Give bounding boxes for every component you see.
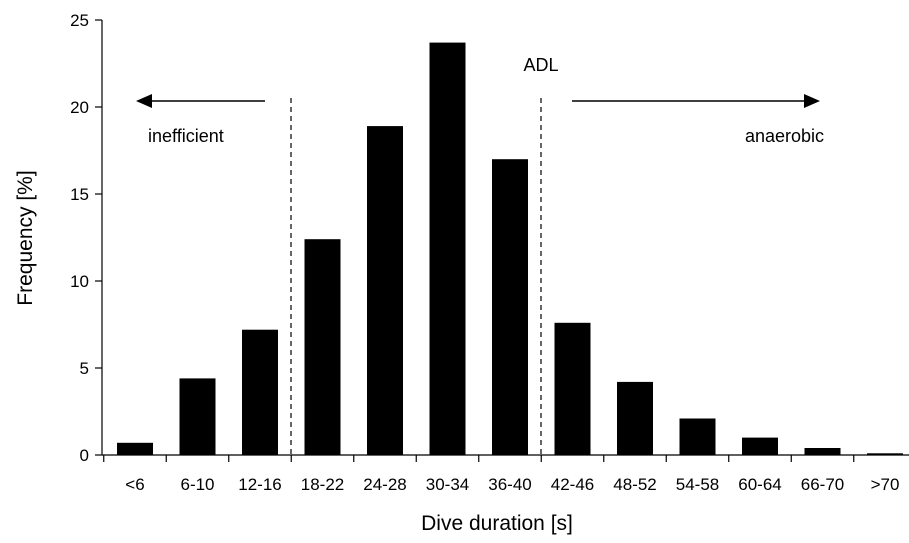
x-tick-label: 30-34 xyxy=(426,475,469,494)
inefficient-arrow xyxy=(136,94,265,108)
x-tick-label: 6-10 xyxy=(180,475,214,494)
y-axis-title: Frequency [%] xyxy=(14,170,37,305)
bar-10 xyxy=(742,437,778,455)
x-ticks: <6 6-10 12-16 18-22 24-28 30-34 36-40 42-46 48-5… xyxy=(103,455,900,494)
y-tick-label: 0 xyxy=(80,446,89,465)
y-tick-label: 15 xyxy=(70,185,89,204)
y-ticks: 0 5 10 15 20 25 xyxy=(70,11,102,465)
y-tick-label: 20 xyxy=(70,98,89,117)
y-tick-label: 10 xyxy=(70,272,89,291)
bar-8 xyxy=(617,381,653,455)
x-tick-label: 60-64 xyxy=(738,475,781,494)
x-axis-title: Dive duration [s] xyxy=(421,512,573,535)
x-tick-label: 66-70 xyxy=(801,475,844,494)
x-tick-label: 54-58 xyxy=(676,475,719,494)
y-tick-label: 25 xyxy=(70,11,89,30)
bar-11 xyxy=(804,448,841,455)
bar-1 xyxy=(179,378,216,455)
anaerobic-label: anaerobic xyxy=(745,126,824,146)
bar-4 xyxy=(367,126,403,455)
bar-6 xyxy=(492,159,528,455)
x-tick-label: 24-28 xyxy=(363,475,406,494)
x-tick-label: 48-52 xyxy=(613,475,656,494)
anaerobic-arrow xyxy=(572,94,820,108)
bar-7 xyxy=(554,322,591,455)
y-tick-label: 5 xyxy=(80,359,89,378)
x-tick-label: 42-46 xyxy=(551,475,594,494)
bar-2 xyxy=(242,329,278,455)
bar-0 xyxy=(117,442,153,455)
y-axis: 0 5 10 15 20 25 xyxy=(70,11,103,465)
bar-5 xyxy=(429,42,466,455)
x-tick-label: 36-40 xyxy=(488,475,531,494)
bar-12 xyxy=(867,453,903,455)
bar-9 xyxy=(679,418,716,455)
x-tick-label: 12-16 xyxy=(238,475,281,494)
x-tick-label: >70 xyxy=(871,475,900,494)
x-tick-label: <6 xyxy=(125,475,144,494)
x-tick-label: 18-22 xyxy=(301,475,344,494)
bar-3 xyxy=(304,239,341,455)
inefficient-label: inefficient xyxy=(148,126,224,146)
x-axis: <6 6-10 12-16 18-22 24-28 30-34 36-40 42-46 48-5… xyxy=(102,454,909,494)
bars xyxy=(117,42,903,455)
adl-label: ADL xyxy=(523,55,558,75)
